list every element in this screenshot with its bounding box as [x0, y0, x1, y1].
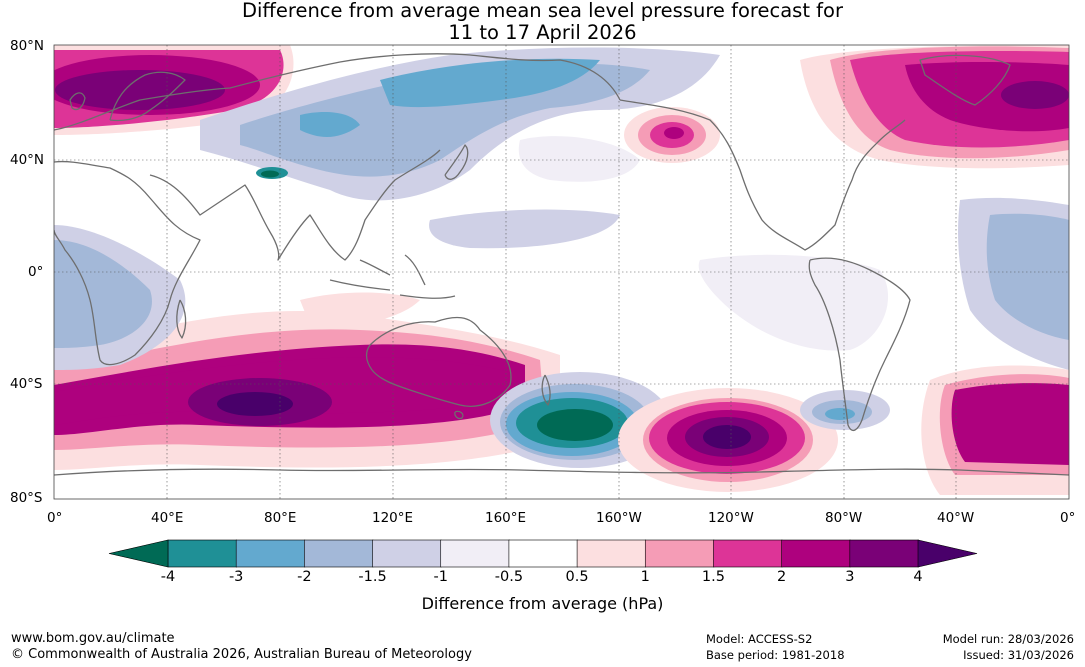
lon-label-120w: 120°W: [708, 510, 754, 526]
colorbar-tick-label: 1: [640, 569, 650, 585]
footer-issued: Issued: 31/03/2026: [963, 648, 1074, 662]
colorbar-tick-label: -3: [228, 569, 244, 585]
colorbar-swatch: [644, 539, 715, 568]
coastline-south-asia: [149, 149, 441, 261]
colorbar-swatch: [576, 539, 647, 568]
colorbar-swatch: [372, 539, 442, 568]
colorbar-swatch: [849, 539, 919, 568]
colorbar-swatch: [713, 539, 783, 568]
coastline-antarctica: [54, 468, 1069, 476]
colorbar-tick-label: -2: [297, 569, 312, 585]
colorbar-swatch: [235, 539, 306, 568]
footer-copyright: © Commonwealth of Australia 2026, Austra…: [11, 647, 472, 662]
coastline-north-america: [619, 99, 906, 251]
lat-label-40s: 40°S: [10, 376, 43, 392]
colorbar-tick-label: 1.5: [701, 569, 725, 585]
lon-label-80e: 80°E: [264, 510, 297, 526]
colorbar-tick-label: 3: [845, 569, 855, 585]
coastline-australia: [365, 316, 512, 407]
lon-label-80w: 80°W: [825, 510, 863, 526]
map-frame: [53, 44, 1070, 500]
colorbar-swatch: [508, 539, 578, 568]
colorbar-swatch: [167, 539, 237, 568]
lat-label-0: 0°: [28, 264, 44, 280]
chart-title-line2: 11 to 17 April 2026: [448, 21, 637, 44]
colorbar-swatch: [304, 539, 374, 568]
lon-label-40e: 40°E: [151, 510, 184, 526]
lat-label-80s: 80°S: [10, 490, 43, 506]
map-gridlines: [54, 45, 1069, 499]
colorbar-tick-label: -1.5: [358, 569, 387, 585]
colorbar-tick-label: 4: [913, 569, 923, 585]
lon-label-40w: 40°W: [937, 510, 975, 526]
coastline-south-america: [808, 257, 911, 432]
colorbar-label: Difference from average (hPa): [421, 594, 664, 613]
lat-label-40n: 40°N: [10, 152, 45, 168]
colorbar-tick-label: -1: [433, 569, 448, 585]
footer-base-period: Base period: 1981-2018: [706, 648, 845, 662]
lon-label-120e: 120°E: [372, 510, 414, 526]
lon-label-0-left: 0°: [47, 510, 63, 526]
colorbar-swatch: [781, 539, 851, 568]
coastline-eurasia-north: [54, 53, 621, 131]
colorbar-tick-label: -0.5: [494, 569, 524, 585]
colorbar-tick-label: -4: [160, 569, 176, 585]
coastlines: [54, 53, 1069, 476]
lon-label-160w: 160°W: [596, 510, 642, 526]
lat-label-80n: 80°N: [10, 38, 45, 54]
colorbar-tick-label: 2: [777, 569, 787, 585]
lon-label-160e: 160°E: [485, 510, 527, 526]
footer-url: www.bom.gov.au/climate: [11, 631, 175, 646]
chart-title-line1: Difference from average mean sea level p…: [242, 0, 843, 22]
colorbar-extend-max: [917, 539, 978, 568]
footer-model-run: Model run: 28/03/2026: [942, 632, 1074, 646]
colorbar-swatch: [440, 539, 510, 568]
coastline-africa: [54, 160, 201, 366]
colorbar-extend-min: [108, 539, 169, 568]
lon-label-0-right: 0°: [1060, 510, 1076, 526]
colorbar-tick-label: 0.5: [565, 569, 589, 585]
footer-model: Model: ACCESS-S2: [706, 632, 813, 646]
